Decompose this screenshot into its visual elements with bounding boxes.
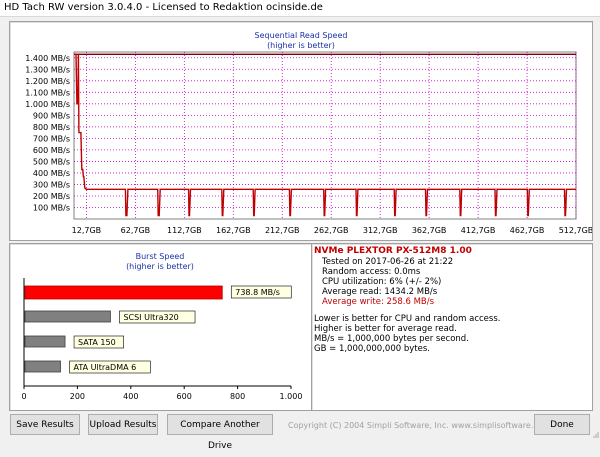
y-tick-label: 800 MB/s (33, 123, 70, 132)
burst-bar-label-box (69, 360, 151, 374)
note-gb-definition: GB = 1,000,000,000 bytes. (314, 344, 430, 354)
drive-name: NVMe PLEXTOR PX-512M8 1.00 (314, 246, 472, 256)
upload-results-button[interactable]: Upload Results (88, 414, 158, 435)
burst-bar-label: SATA 150 (78, 338, 116, 347)
x-tick-label: 512,7GB (559, 226, 592, 235)
burst-x-tick-label: 400 (123, 392, 138, 401)
average-write: Average write: 258.6 MB/s (322, 297, 435, 307)
x-tick-label: 12,7GB (72, 226, 102, 235)
x-tick-label: 462,7GB (510, 226, 545, 235)
y-tick-label: 600 MB/s (33, 146, 70, 155)
compare-another-drive-button[interactable]: Compare Another Drive (167, 414, 273, 451)
y-tick-label: 500 MB/s (33, 157, 70, 166)
burst-x-tick-label: 600 (177, 392, 192, 401)
chart-subtitle: (higher is better) (267, 41, 335, 50)
x-tick-label: 362,7GB (412, 226, 447, 235)
window-title: HD Tach RW version 3.0.4.0 - Licensed to… (4, 2, 323, 13)
burst-bar-label: 738.8 MB/s (235, 288, 280, 297)
x-tick-label: 112,7GB (167, 226, 202, 235)
write-series-line (74, 53, 576, 217)
y-tick-label: 200 MB/s (33, 192, 70, 201)
burst-bar-label-box (230, 285, 292, 299)
sequential-read-panel: Sequential Read Speed (higher is better) 1… (9, 21, 593, 241)
burst-speed-panel: Burst Speed (higher is better) 0 200 400 600 8… (9, 243, 312, 411)
burst-x-tick-label: 1.000 (280, 392, 303, 401)
results-info-panel: NVMe PLEXTOR PX-512M8 1.00 Tested on 201… (311, 243, 593, 411)
burst-bar-reference (24, 360, 61, 373)
y-tick-label: 300 MB/s (33, 180, 70, 189)
title-bar: HD Tach RW version 3.0.4.0 - Licensed to… (0, 0, 600, 17)
average-read: Average read: 1434.2 MB/s (322, 287, 438, 297)
y-tick-label: 1.400 MB/s (25, 54, 70, 63)
burst-bar-result (24, 285, 223, 300)
y-tick-label: 100 MB/s (33, 203, 70, 212)
y-tick-label: 1.100 MB/s (25, 88, 70, 97)
note-lower-better: Lower is better for CPU and random acces… (314, 314, 501, 324)
chart-title: Sequential Read Speed (255, 31, 348, 40)
y-tick-label: 700 MB/s (33, 134, 70, 143)
burst-bar-label: SCSI Ultra320 (123, 313, 178, 322)
burst-bar-reference (24, 335, 66, 348)
random-access: Random access: 0.0ms (322, 267, 421, 277)
save-results-button[interactable]: Save Results (10, 414, 80, 435)
x-tick-label: 412,7GB (461, 226, 496, 235)
sequential-read-chart: Sequential Read Speed(higher is better) 1… (25, 31, 593, 235)
copyright-text: Copyright (C) 2004 Simpli Software, Inc.… (288, 421, 551, 430)
x-tick-label: 262,7GB (314, 226, 349, 235)
y-tick-label: 900 MB/s (33, 111, 70, 120)
x-tick-label: 162,7GB (216, 226, 251, 235)
burst-bar-reference (24, 310, 111, 323)
note-higher-better: Higher is better for average read. (314, 324, 457, 334)
y-tick-label: 1.200 MB/s (25, 77, 70, 86)
burst-bar-label-box (73, 335, 124, 349)
note-mb-definition: MB/s = 1,000,000 bytes per second. (314, 334, 469, 344)
burst-speed-chart: Burst Speed(higher is better) 0 200 400 600 8… (21, 252, 303, 401)
burst-x-tick-label: 200 (70, 392, 85, 401)
y-tick-label: 1.000 MB/s (25, 100, 70, 109)
y-tick-label: 1.300 MB/s (25, 65, 70, 74)
burst-x-tick-label: 0 (21, 392, 26, 401)
done-button[interactable]: Done (534, 414, 590, 435)
x-tick-label: 62,7GB (121, 226, 151, 235)
tested-date: Tested on 2017-06-26 at 21:22 (322, 257, 454, 267)
burst-bar-label: ATA UltraDMA 6 (74, 363, 137, 372)
burst-x-tick-label: 800 (230, 392, 245, 401)
burst-subtitle: (higher is better) (126, 262, 194, 271)
y-tick-label: 400 MB/s (33, 169, 70, 178)
resize-grip-icon[interactable] (591, 430, 599, 438)
x-tick-label: 312,7GB (363, 226, 398, 235)
x-tick-label: 212,7GB (265, 226, 300, 235)
burst-title: Burst Speed (136, 252, 185, 261)
burst-bar-label-box (119, 310, 196, 324)
cpu-utilization: CPU utilization: 6% (+/- 2%) (322, 277, 442, 287)
